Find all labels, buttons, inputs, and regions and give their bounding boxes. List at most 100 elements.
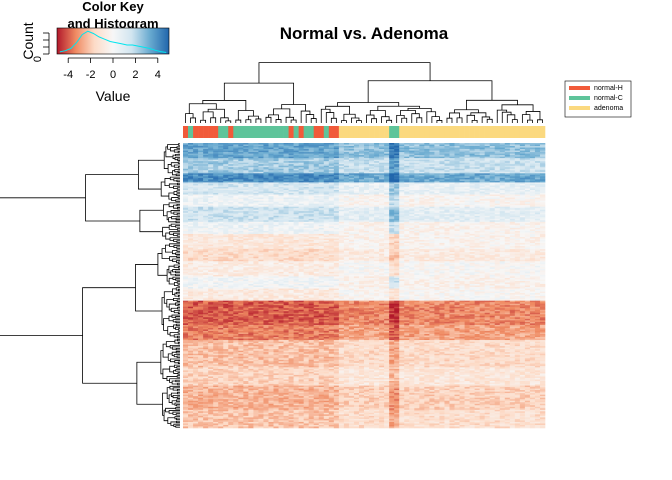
heatmap-cell [404, 179, 410, 182]
heatmap-cell [524, 173, 531, 176]
heatmap-cell [183, 182, 189, 185]
heatmap-cell [524, 185, 531, 188]
heatmap-cell [203, 177, 209, 180]
heatmap-cell [318, 155, 325, 157]
heatmap-cell [539, 159, 546, 162]
heatmap-cell [474, 196, 480, 198]
heatmap-cell [364, 149, 370, 151]
heatmap-cell [183, 155, 189, 157]
heatmap-cell [313, 191, 320, 194]
heatmap-cell [514, 185, 521, 188]
heatmap-cell [193, 173, 199, 176]
heatmap-cell [343, 171, 350, 174]
heatmap-cell [439, 153, 445, 156]
heatmap-cell [288, 196, 294, 198]
heatmap-cell [213, 177, 219, 180]
heatmap-cell [514, 162, 521, 165]
heatmap-cell [454, 153, 460, 156]
dendrogram-branch [255, 118, 262, 123]
heatmap-cell [374, 176, 380, 179]
heatmap-cell [379, 173, 385, 176]
heatmap-cell [389, 164, 395, 167]
dendrogram-branch [177, 182, 180, 186]
heatmap-cell [434, 155, 440, 157]
heatmap-cell [444, 189, 450, 192]
heatmap-cell [539, 155, 546, 157]
heatmap-cell [419, 156, 425, 159]
heatmap-cell [353, 155, 360, 157]
annotation-cell [193, 126, 199, 138]
color-key-y-axis [43, 32, 50, 55]
heatmap-cell [529, 194, 536, 197]
heatmap-cell [519, 152, 526, 154]
legend: normal-H normal-C adenoma [564, 80, 632, 118]
heatmap-cell [208, 194, 214, 197]
heatmap-cell [303, 164, 309, 167]
heatmap-cell [313, 144, 320, 147]
heatmap-cell [444, 155, 450, 157]
heatmap-cell [399, 193, 405, 195]
heatmap-cell [509, 194, 516, 197]
heatmap-cell [263, 185, 269, 188]
heatmap-cell [288, 182, 294, 185]
heatmap-cell [283, 146, 289, 148]
heatmap-cell [278, 179, 284, 182]
heatmap-cell [449, 152, 455, 154]
heatmap-cell [474, 152, 480, 154]
heatmap-cell [484, 173, 490, 176]
dendrogram-branch [177, 207, 180, 210]
heatmap-cell [253, 171, 259, 174]
heatmap-cell [183, 143, 189, 145]
heatmap-cell [203, 176, 209, 179]
heatmap-cell [218, 159, 224, 162]
heatmap-cell [454, 194, 460, 197]
heatmap-cell [479, 186, 485, 189]
heatmap-cell [464, 150, 470, 153]
heatmap-cell [218, 149, 224, 151]
heatmap-cell [509, 168, 516, 171]
heatmap-cell [343, 158, 350, 160]
heatmap-cell [529, 170, 536, 173]
heatmap-cell [323, 197, 330, 200]
heatmap-cell [353, 176, 360, 179]
heatmap-cell [514, 186, 521, 189]
heatmap-cell [318, 153, 325, 156]
heatmap-cell [524, 182, 531, 185]
heatmap-cell [394, 155, 400, 157]
heatmap-cell [469, 176, 475, 179]
heatmap-cell [364, 150, 370, 153]
heatmap-cell [188, 174, 194, 177]
dendrogram-branch [175, 320, 180, 324]
heatmap-cell [539, 174, 546, 177]
heatmap-cell [509, 158, 516, 160]
heatmap-cell [399, 180, 405, 183]
heatmap-cell [449, 196, 455, 198]
dendrogram-branch [166, 387, 170, 400]
heatmap-cell [288, 177, 294, 180]
heatmap-cell [268, 161, 274, 164]
heatmap-cell [494, 152, 501, 154]
heatmap-cell [449, 156, 455, 159]
annotation-cell [348, 126, 355, 138]
heatmap-cell [439, 162, 445, 165]
heatmap-cell [193, 180, 199, 183]
heatmap-cell [369, 156, 375, 159]
annotation-cell [273, 126, 279, 138]
heatmap-cell [379, 188, 385, 191]
heatmap-cell [499, 182, 506, 185]
heatmap-cell [449, 161, 455, 164]
heatmap-cell [389, 159, 395, 162]
heatmap-cell [529, 196, 536, 198]
heatmap-cell [479, 155, 485, 157]
heatmap-cell [338, 161, 345, 164]
heatmap-cell [424, 171, 430, 174]
heatmap-cell [318, 168, 325, 171]
heatmap-cell [364, 143, 370, 145]
heatmap-cell [379, 162, 385, 165]
heatmap-cell [248, 191, 254, 194]
heatmap-cell [484, 196, 490, 198]
dendrogram-branch [325, 112, 335, 123]
heatmap-cell [499, 146, 506, 148]
heatmap-cell [414, 158, 420, 160]
heatmap-cell [429, 153, 435, 156]
